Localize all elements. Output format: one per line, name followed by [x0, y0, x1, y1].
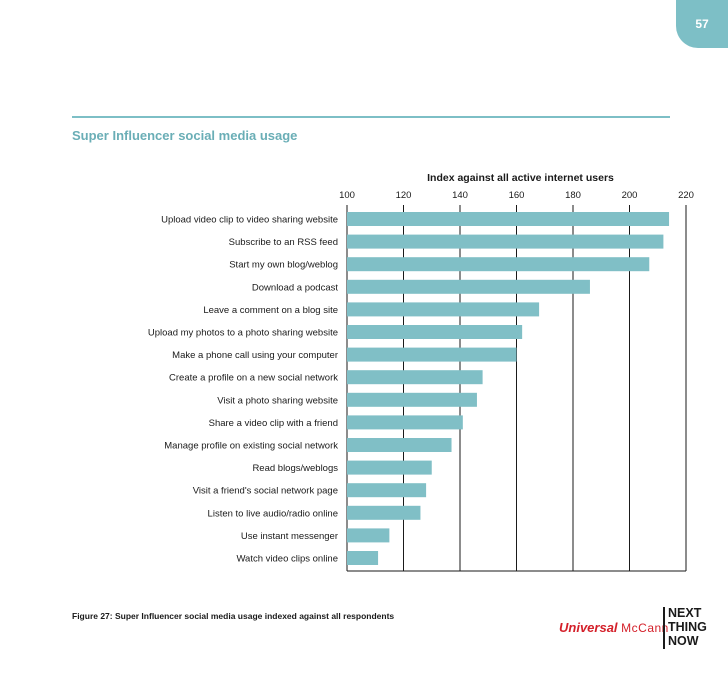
- bar-7: [347, 347, 517, 362]
- bar-2: [347, 234, 664, 249]
- bar-14: [347, 505, 421, 520]
- bar-16: [347, 551, 379, 565]
- x-tick-label-160: 160: [509, 190, 525, 201]
- category-label-6: Upload my photos to a photo sharing webs…: [148, 328, 338, 339]
- bar-10: [347, 415, 463, 430]
- page-number: 57: [695, 17, 709, 31]
- section-title: Super Influencer social media usage: [72, 128, 298, 143]
- category-label-13: Visit a friend's social network page: [193, 486, 338, 497]
- next-thing-now-logo: NEXT THING NOW: [668, 606, 707, 648]
- page-number-tab: 57: [676, 0, 728, 48]
- x-tick-label-220: 220: [678, 190, 694, 201]
- bar-6: [347, 325, 523, 339]
- x-tick-label-100: 100: [339, 190, 355, 201]
- category-label-2: Subscribe to an RSS feed: [229, 237, 338, 248]
- bar-9: [347, 392, 477, 407]
- bar-3: [347, 257, 650, 272]
- category-label-7: Make a phone call using your computer: [172, 350, 338, 361]
- x-tick-label-140: 140: [452, 190, 468, 201]
- section-rule: [72, 116, 670, 118]
- category-label-1: Upload video clip to video sharing websi…: [161, 215, 338, 226]
- bar-15: [347, 528, 390, 543]
- category-label-5: Leave a comment on a blog site: [203, 305, 338, 316]
- category-label-12: Read blogs/weblogs: [252, 463, 338, 474]
- category-label-3: Start my own blog/weblog: [229, 260, 338, 271]
- bar-13: [347, 483, 427, 498]
- ntn-line-1: NEXT: [668, 606, 702, 620]
- x-tick-label-120: 120: [396, 190, 412, 201]
- bar-8: [347, 370, 483, 385]
- bar-11: [347, 438, 452, 452]
- x-axis-title: Index against all active internet users: [427, 172, 614, 184]
- bar-4: [347, 279, 590, 294]
- universal-mccann-logo: Universal McCann: [559, 620, 669, 635]
- x-tick-label-180: 180: [565, 190, 581, 201]
- ntn-logo-bar: [663, 607, 665, 649]
- category-label-9: Visit a photo sharing website: [217, 395, 338, 406]
- bar-1: [347, 212, 670, 226]
- logo-mccann: McCann: [621, 621, 669, 635]
- bar-12: [347, 460, 432, 475]
- ntn-line-3: NOW: [668, 634, 699, 648]
- bar-5: [347, 302, 540, 317]
- ntn-line-2: THING: [668, 620, 707, 634]
- logo-universal: Universal: [559, 620, 618, 635]
- category-label-11: Manage profile on existing social networ…: [164, 441, 338, 452]
- category-label-16: Watch video clips online: [236, 554, 338, 565]
- category-label-14: Listen to live audio/radio online: [208, 508, 338, 519]
- category-label-10: Share a video clip with a friend: [209, 418, 338, 429]
- figure-caption: Figure 27: Super Influencer social media…: [72, 611, 395, 621]
- category-label-4: Download a podcast: [252, 282, 338, 293]
- category-label-15: Use instant messenger: [241, 531, 338, 542]
- x-tick-label-200: 200: [622, 190, 638, 201]
- category-label-8: Create a profile on a new social network: [169, 373, 338, 384]
